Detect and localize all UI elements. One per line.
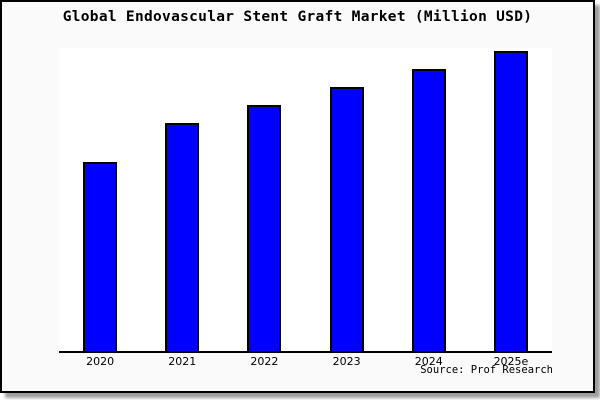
chart-frame: Global Endovascular Stent Graft Market (… — [0, 0, 595, 393]
x-axis-labels: 2020 2021 2022 2023 2024 2025e — [59, 355, 552, 368]
bar-slot — [59, 48, 141, 351]
bar-2024 — [411, 69, 446, 351]
x-tick-label-2023: 2023 — [332, 355, 361, 368]
bar-slot — [223, 48, 305, 351]
bar-2020 — [83, 162, 118, 351]
x-tick-label-2024: 2024 — [414, 355, 443, 368]
bar-slot — [470, 48, 552, 351]
plot-area — [59, 48, 552, 353]
bar-slot — [141, 48, 223, 351]
x-tick-label-2022: 2022 — [250, 355, 279, 368]
x-tick-label-2025e: 2025e — [493, 355, 529, 368]
plot-slots — [59, 48, 552, 351]
bar-2021 — [165, 123, 200, 351]
bar-2023 — [329, 87, 364, 351]
bar-slot — [388, 48, 470, 351]
bar-slot — [306, 48, 388, 351]
bar-2025e — [493, 51, 528, 351]
x-tick-label-2021: 2021 — [168, 355, 197, 368]
source-note: Source: Prof Research — [420, 364, 553, 376]
x-tick-label-2020: 2020 — [86, 355, 115, 368]
chart-title: Global Endovascular Stent Graft Market (… — [62, 9, 533, 25]
bar-2022 — [247, 105, 282, 351]
